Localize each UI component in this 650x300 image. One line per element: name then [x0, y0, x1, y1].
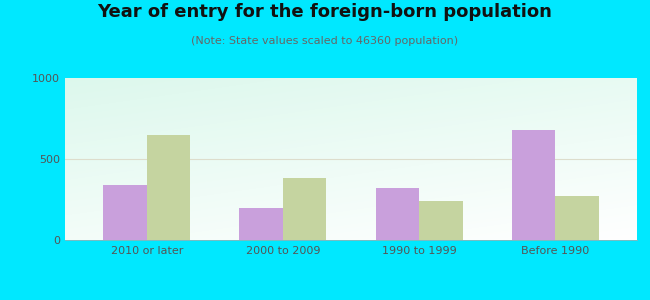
Text: Year of entry for the foreign-born population: Year of entry for the foreign-born popul…	[98, 3, 552, 21]
Bar	[147, 135, 190, 240]
Bar	[419, 201, 463, 240]
Bar	[376, 188, 419, 240]
Bar	[103, 185, 147, 240]
Text: (Note: State values scaled to 46360 population): (Note: State values scaled to 46360 popu…	[192, 36, 458, 46]
Bar	[239, 208, 283, 240]
Bar	[512, 130, 555, 240]
Bar	[283, 178, 326, 240]
Bar	[555, 196, 599, 240]
